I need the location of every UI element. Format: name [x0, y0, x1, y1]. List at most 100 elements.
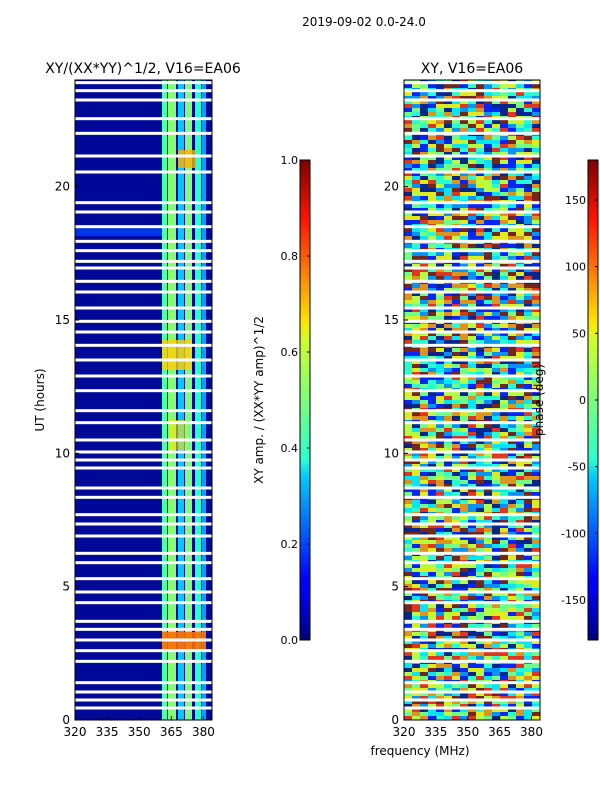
- phase-cell: [436, 372, 444, 376]
- phase-cell: [516, 564, 524, 568]
- phase-cell: [452, 284, 460, 288]
- phase-cell: [492, 272, 500, 276]
- phase-cell: [508, 164, 516, 168]
- phase-cell: [500, 436, 508, 440]
- phase-cell: [524, 488, 532, 492]
- phase-cell: [508, 176, 516, 180]
- phase-cell: [492, 436, 500, 440]
- phase-cell: [532, 612, 540, 616]
- phase-cell: [444, 464, 452, 468]
- phase-cell: [444, 476, 452, 480]
- phase-cell: [524, 120, 532, 124]
- phase-cell: [412, 592, 420, 596]
- phase-cell: [500, 488, 508, 492]
- phase-cell: [508, 244, 516, 248]
- phase-cell: [484, 312, 492, 316]
- phase-cell: [492, 376, 500, 380]
- phase-cell: [460, 92, 468, 96]
- phase-cell: [532, 488, 540, 492]
- phase-cell: [436, 324, 444, 328]
- phase-cell: [524, 208, 532, 212]
- phase-cell: [444, 392, 452, 396]
- phase-cell: [404, 104, 412, 108]
- phase-cell: [476, 476, 484, 480]
- phase-cell: [492, 524, 500, 528]
- phase-cell: [412, 100, 420, 104]
- phase-cell: [444, 244, 452, 248]
- phase-cell: [412, 500, 420, 504]
- phase-cell: [460, 548, 468, 552]
- phase-cell: [476, 396, 484, 400]
- phase-cell: [532, 668, 540, 672]
- phase-cell: [468, 336, 476, 340]
- phase-cell: [452, 460, 460, 464]
- phase-cell: [516, 460, 524, 464]
- phase-cell: [492, 484, 500, 488]
- phase-cell: [428, 96, 436, 100]
- phase-cell: [476, 688, 484, 692]
- phase-cell: [436, 544, 444, 548]
- phase-cell: [460, 272, 468, 276]
- phase-cell: [484, 288, 492, 292]
- phase-cell: [484, 220, 492, 224]
- phase-cell: [420, 592, 428, 596]
- phase-cell: [420, 556, 428, 560]
- phase-cell: [420, 144, 428, 148]
- phase-cell: [508, 656, 516, 660]
- phase-cell: [404, 252, 412, 256]
- phase-cell: [500, 100, 508, 104]
- phase-cell: [428, 428, 436, 432]
- phase-cell: [460, 216, 468, 220]
- phase-cell: [452, 144, 460, 148]
- phase-cell: [516, 220, 524, 224]
- phase-cell: [404, 528, 412, 532]
- phase-cell: [500, 372, 508, 376]
- phase-cell: [532, 440, 540, 444]
- phase-cell: [516, 184, 524, 188]
- phase-cell: [420, 220, 428, 224]
- phase-colorbar-tick-label: 150: [565, 194, 586, 207]
- phase-cell: [428, 276, 436, 280]
- phase-cell: [492, 220, 500, 224]
- phase-cell: [436, 588, 444, 592]
- phase-cell: [532, 140, 540, 144]
- phase-data-gap: [404, 279, 540, 283]
- phase-cell: [404, 124, 412, 128]
- phase-cell: [484, 316, 492, 320]
- phase-cell: [476, 640, 484, 644]
- phase-cell: [468, 156, 476, 160]
- phase-cell: [444, 148, 452, 152]
- phase-cell: [492, 304, 500, 308]
- phase-cell: [524, 700, 532, 704]
- phase-cell: [532, 404, 540, 408]
- phase-cell: [428, 292, 436, 296]
- phase-cell: [436, 696, 444, 700]
- phase-cell: [508, 472, 516, 476]
- phase-cell: [428, 448, 436, 452]
- phase-cell: [460, 400, 468, 404]
- phase-cell: [412, 328, 420, 332]
- amplitude-data-gap: [75, 577, 212, 581]
- phase-cell: [516, 312, 524, 316]
- phase-cell: [492, 144, 500, 148]
- band-380: [202, 80, 206, 720]
- phase-cell: [404, 216, 412, 220]
- phase-cell: [492, 632, 500, 636]
- phase-cell: [404, 716, 412, 720]
- phase-cell: [500, 644, 508, 648]
- phase-cell: [476, 104, 484, 108]
- amplitude-data-gap: [75, 81, 212, 85]
- phase-cell: [468, 504, 476, 508]
- phase-cell: [508, 284, 516, 288]
- phase-cell: [428, 556, 436, 560]
- phase-cell: [404, 448, 412, 452]
- phase-cell: [444, 532, 452, 536]
- phase-cell: [516, 176, 524, 180]
- phase-cell: [524, 156, 532, 160]
- phase-cell: [508, 272, 516, 276]
- phase-cell: [516, 592, 524, 596]
- amplitude-ytick-label: 5: [62, 580, 70, 594]
- phase-cell: [532, 664, 540, 668]
- phase-cell: [484, 640, 492, 644]
